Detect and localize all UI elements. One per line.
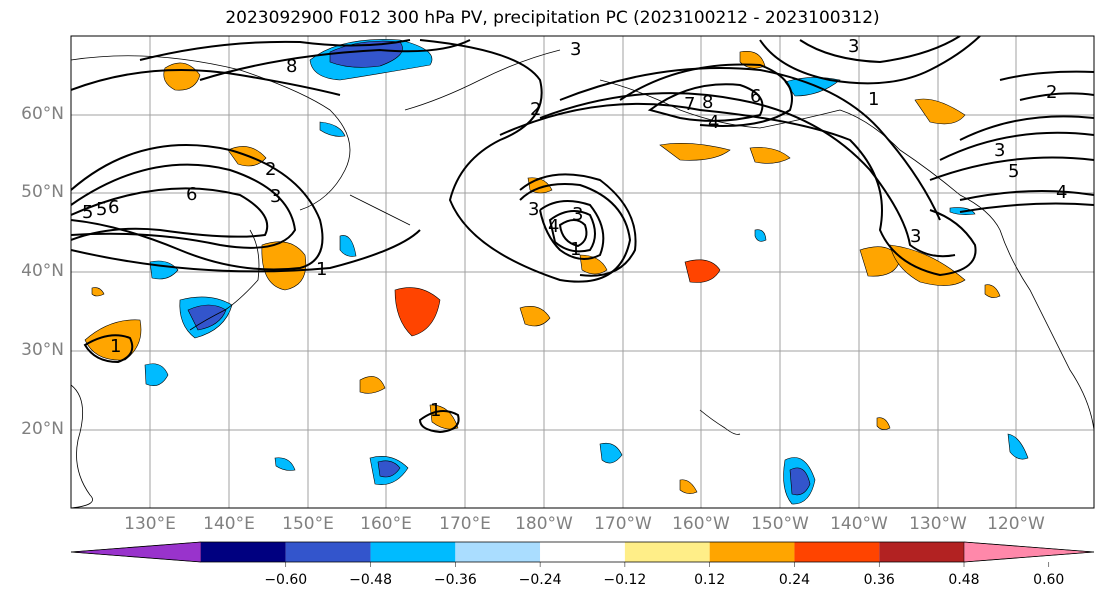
contour-label: 3 <box>572 204 583 225</box>
contour-label: 4 <box>708 112 719 133</box>
precip-negative-region <box>149 260 179 280</box>
precip-negative-region <box>144 363 169 386</box>
precip-positive-region <box>359 376 386 394</box>
contour-label: 3 <box>570 39 581 60</box>
colorbar-tick-label: −0.36 <box>433 572 477 588</box>
contour-label: 3 <box>848 36 859 57</box>
lon-label: 120°W <box>987 514 1045 534</box>
contour-label: 2 <box>1046 82 1057 103</box>
contour-label: 6 <box>750 86 761 107</box>
contour-label: 3 <box>910 226 921 247</box>
precip-positive-region <box>163 62 201 91</box>
precip-positive-region <box>749 147 791 164</box>
contour-label: 2 <box>530 99 541 120</box>
contour-label: 6 <box>186 184 197 205</box>
colorbar-tick-label: −0.48 <box>349 572 392 588</box>
colorbar-tick-label: 0.12 <box>694 572 726 588</box>
precip-negative-region <box>339 235 357 257</box>
lat-label: 30°N <box>21 340 64 360</box>
contour-label: 1 <box>110 336 121 357</box>
map-title: 2023092900 F012 300 hPa PV, precipitatio… <box>225 8 880 28</box>
precip-positive-region <box>876 417 891 430</box>
contour-label: 8 <box>702 92 713 113</box>
precip-positive-region <box>659 143 731 161</box>
contour-label: 1 <box>868 89 879 110</box>
precip-negative-region <box>784 77 841 97</box>
lat-label: 20°N <box>21 419 64 439</box>
precip-positive-region <box>394 287 441 337</box>
precip-negative-region <box>274 457 296 471</box>
contour-label: 5 <box>96 199 107 220</box>
lon-label: 130°W <box>909 514 967 534</box>
precip-positive-region <box>679 479 698 494</box>
lon-label: 150°E <box>282 514 334 534</box>
contour-label: 2 <box>265 159 276 180</box>
lat-label: 50°N <box>21 182 64 202</box>
precip-positive-region <box>914 98 966 125</box>
precip-positive-region <box>91 287 105 297</box>
colorbar-tick-label: 0.60 <box>1033 572 1065 588</box>
contour-label: 1 <box>570 239 581 260</box>
contour-label: 1 <box>430 400 441 421</box>
lon-label: 170°W <box>594 514 652 534</box>
contour-label: 4 <box>1056 182 1067 203</box>
precip-negative-region <box>754 229 767 242</box>
contour-label: 3 <box>528 199 539 220</box>
colorbar-tick-label: 0.36 <box>863 572 895 588</box>
precip-negative-core <box>329 40 403 68</box>
contour-label: 1 <box>316 259 327 280</box>
lon-label: 160°E <box>360 514 412 534</box>
lon-label: 170°E <box>439 514 491 534</box>
precip-negative-core <box>789 467 811 496</box>
precip-negative-region <box>319 121 346 137</box>
precip-negative-region <box>599 442 623 464</box>
contour-label: 3 <box>270 186 281 207</box>
precip-positive-region <box>684 259 721 283</box>
lat-label: 40°N <box>21 261 64 281</box>
contour-labels: 8 6 5 3 2 1 7 8 6 4 3 2 1 2 3 5 4 6 5 3 … <box>82 36 1067 421</box>
contour-label: 7 <box>684 94 695 115</box>
map-frame <box>70 35 1095 509</box>
precip-positive-region <box>519 306 551 327</box>
colorbar-tick-label: 0.24 <box>778 572 811 588</box>
precip-positive-region <box>84 319 142 361</box>
lon-label: 140°W <box>830 514 888 534</box>
colorbar-tick-label: −0.24 <box>518 572 562 588</box>
lon-label: 130°E <box>124 514 176 534</box>
precip-negative-core <box>187 304 227 331</box>
precip-positive-region <box>889 244 966 286</box>
contour-label: 4 <box>548 216 559 237</box>
lon-label: 150°W <box>751 514 809 534</box>
contour-label: 8 <box>286 56 297 77</box>
precip-positive-region <box>261 241 307 291</box>
contour-label: 3 <box>994 140 1005 161</box>
lon-label: 140°E <box>203 514 255 534</box>
precip-negative-region <box>1007 433 1029 460</box>
contour-label: 5 <box>82 202 93 223</box>
lon-label: 180°W <box>515 514 573 534</box>
contour-label: 5 <box>1008 161 1019 182</box>
precip-positive-region <box>984 284 1001 298</box>
coastlines <box>71 49 1094 508</box>
contour-label: 6 <box>108 197 119 218</box>
colorbar-tick-label: 0.48 <box>948 572 980 588</box>
pv-contours <box>71 36 1094 434</box>
lat-label: 60°N <box>21 104 64 124</box>
precip-negative-core <box>377 460 401 478</box>
lon-label: 160°W <box>672 514 730 534</box>
colorbar-tick-label: −0.12 <box>603 572 647 588</box>
colorbar-tick-label: −0.60 <box>264 572 308 588</box>
